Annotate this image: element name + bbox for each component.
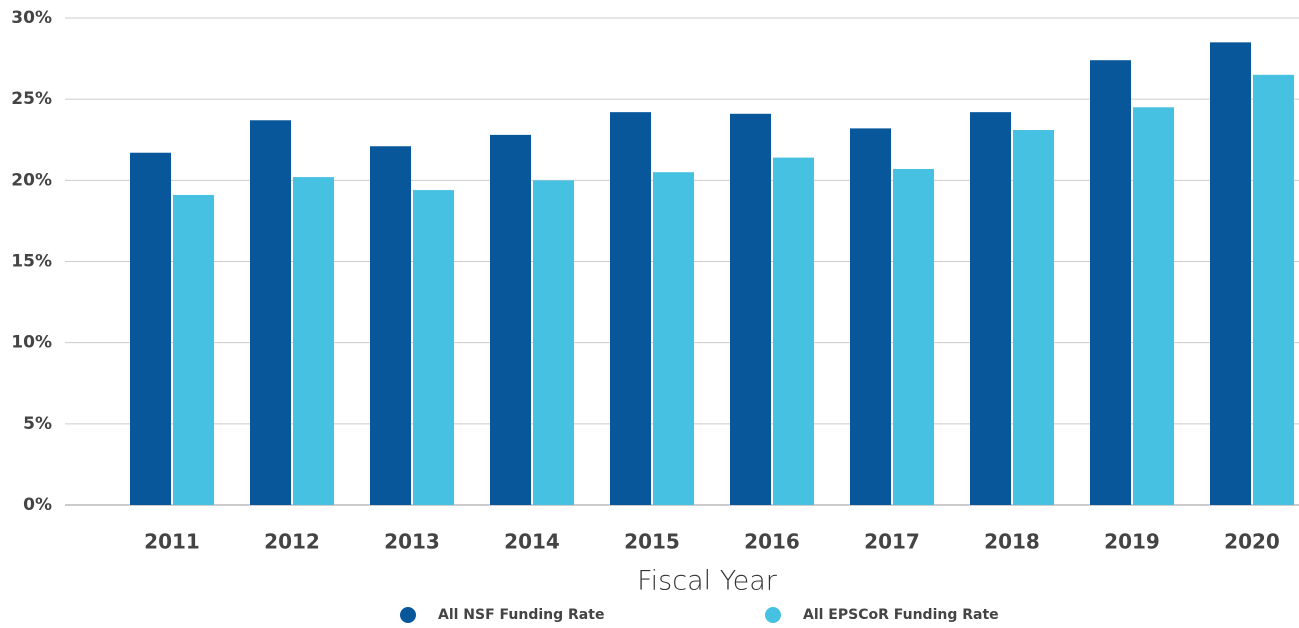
bar bbox=[970, 112, 1011, 506]
bar bbox=[1210, 42, 1251, 505]
x-tick-label: 2012 bbox=[264, 530, 320, 554]
bar bbox=[1253, 74, 1294, 506]
bar bbox=[490, 134, 531, 505]
legend-swatch bbox=[765, 607, 781, 623]
y-tick-label: 5% bbox=[23, 414, 52, 434]
bar bbox=[130, 152, 171, 505]
x-tick-label: 2019 bbox=[1104, 530, 1160, 554]
bar bbox=[173, 194, 214, 505]
y-tick-label: 10% bbox=[11, 333, 52, 353]
bar bbox=[1013, 130, 1054, 505]
y-tick-label: 30% bbox=[11, 8, 52, 28]
x-tick-label: 2013 bbox=[384, 530, 440, 554]
x-tick-label: 2016 bbox=[744, 530, 800, 554]
bar bbox=[250, 120, 291, 506]
bar bbox=[533, 180, 574, 506]
bar bbox=[413, 190, 454, 505]
bar bbox=[293, 177, 334, 505]
bar bbox=[370, 146, 411, 505]
x-tick-label: 2018 bbox=[984, 530, 1040, 554]
bar bbox=[893, 168, 934, 505]
bar bbox=[1090, 60, 1131, 505]
bar bbox=[610, 112, 651, 506]
legend-label: All EPSCoR Funding Rate bbox=[803, 607, 999, 623]
bar bbox=[773, 157, 814, 505]
x-tick-label: 2017 bbox=[864, 530, 920, 554]
y-tick-label: 20% bbox=[11, 170, 52, 190]
bar bbox=[850, 128, 891, 506]
x-tick-label: 2015 bbox=[624, 530, 680, 554]
x-tick-label: 2014 bbox=[504, 530, 560, 554]
x-tick-label: 2011 bbox=[144, 530, 200, 554]
y-tick-label: 25% bbox=[11, 89, 52, 109]
y-tick-label: 15% bbox=[11, 252, 52, 272]
x-tick-label: 2020 bbox=[1224, 530, 1280, 554]
bar bbox=[730, 113, 771, 505]
x-axis-title: Fiscal Year bbox=[637, 566, 778, 597]
bar bbox=[1133, 107, 1174, 506]
y-tick-label: 0% bbox=[23, 495, 52, 515]
legend-label: All NSF Funding Rate bbox=[438, 607, 604, 623]
legend-swatch bbox=[400, 607, 416, 623]
bar bbox=[653, 172, 694, 505]
